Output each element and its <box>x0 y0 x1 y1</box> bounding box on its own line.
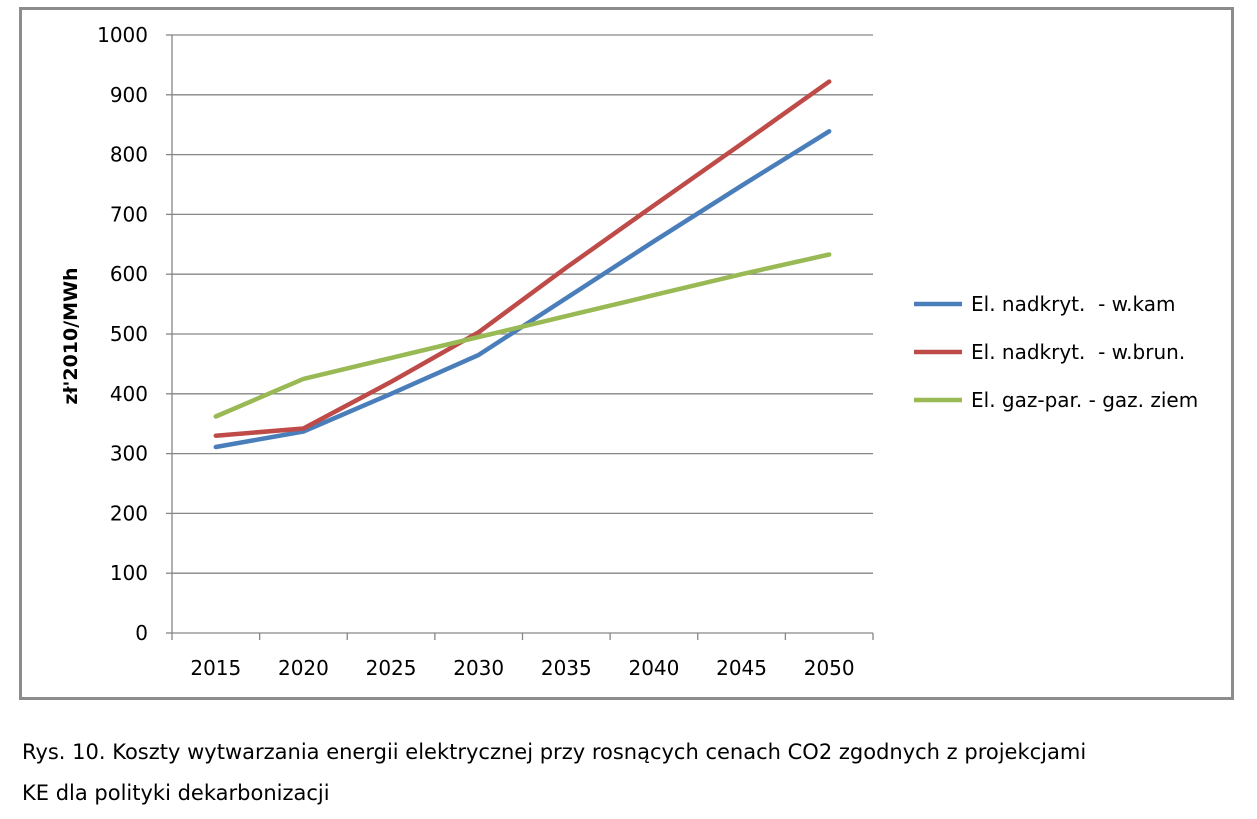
legend-label-1: El. nadkryt. - w.kam <box>971 292 1176 316</box>
y-tick-label-600: 600 <box>110 262 148 286</box>
y-tick-label-0: 0 <box>135 621 148 645</box>
y-axis-label: zł'2010/MWh <box>60 267 82 404</box>
y-tick-label-400: 400 <box>110 382 148 406</box>
chart-frame <box>19 7 1234 700</box>
y-tick-label-500: 500 <box>110 322 148 346</box>
legend-label-3: El. gaz-par. - gaz. ziem <box>971 388 1198 412</box>
caption-line-1: Rys. 10. Koszty wytwarzania energii elek… <box>22 740 1087 764</box>
legend-label-2: El. nadkryt. - w.brun. <box>971 340 1185 364</box>
y-tick-label-100: 100 <box>110 561 148 585</box>
y-tick-label-900: 900 <box>110 83 148 107</box>
x-tick-label-2050: 2050 <box>804 656 855 680</box>
y-tick-label-800: 800 <box>110 143 148 167</box>
x-tick-label-2025: 2025 <box>366 656 417 680</box>
y-tick-label-300: 300 <box>110 442 148 466</box>
series-line-1 <box>213 129 832 450</box>
x-tick-label-2045: 2045 <box>716 656 767 680</box>
x-tick-label-2030: 2030 <box>453 656 504 680</box>
y-tick-label-1000: 1000 <box>97 23 148 47</box>
y-tick-label-200: 200 <box>110 501 148 525</box>
x-tick-label-2015: 2015 <box>190 656 241 680</box>
y-tick-label-700: 700 <box>110 202 148 226</box>
caption-line-2: KE dla polityki dekarbonizacji <box>22 781 330 805</box>
series-line-2 <box>213 79 832 438</box>
x-tick-label-2020: 2020 <box>278 656 329 680</box>
series-line-3 <box>213 252 832 419</box>
x-tick-label-2040: 2040 <box>628 656 679 680</box>
x-tick-label-2035: 2035 <box>541 656 592 680</box>
figure-caption: Rys. 10. Koszty wytwarzania energii elek… <box>22 732 1242 814</box>
line-chart: 0 100 200 300 400 500 600 700 800 900 1000 2015 2020… <box>60 23 1198 680</box>
